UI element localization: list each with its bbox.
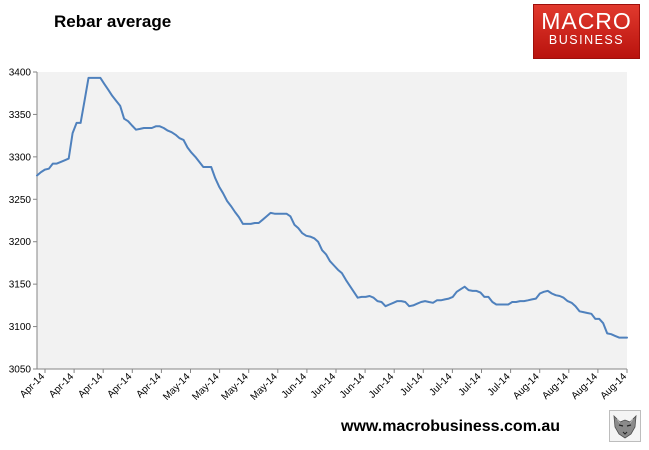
website-url: www.macrobusiness.com.au [341, 418, 561, 435]
x-tick-label: Jul-14 [398, 371, 425, 398]
x-tick-label: Apr-14 [47, 371, 76, 400]
logo-line-macro: MACRO [541, 8, 632, 34]
y-tick-label: 3250 [9, 195, 32, 206]
x-tick-label: Jul-14 [457, 371, 484, 398]
macrobusiness-logo: MACRO BUSINESS [533, 4, 640, 59]
x-tick-label: Apr-14 [76, 371, 105, 400]
wolf-logo-icon [609, 410, 641, 442]
x-tick-label: May-14 [249, 371, 281, 403]
y-tick-label: 3100 [9, 322, 32, 333]
y-tick-label: 3150 [9, 280, 32, 291]
x-tick-label: Apr-14 [105, 371, 134, 400]
logo-line-business: BUSINESS [548, 33, 625, 47]
x-tick-label: Jun-14 [338, 371, 368, 401]
x-tick-label: Aug-14 [569, 371, 600, 402]
series-line [36, 76, 628, 339]
x-tick-label: Jun-14 [280, 371, 310, 401]
x-tick-label: May-14 [161, 371, 193, 403]
x-tick-label: Aug-14 [540, 371, 571, 402]
x-tick-label: Jul-14 [427, 371, 454, 398]
x-tick-label: May-14 [190, 371, 222, 403]
x-tick-label: Apr-14 [135, 371, 164, 400]
x-tick-label: Jul-14 [486, 371, 513, 398]
x-tick-label: Aug-14 [599, 371, 630, 402]
x-tick-label: Jun-14 [367, 371, 397, 401]
y-tick-label: 3400 [9, 68, 32, 79]
y-tick-label: 3050 [9, 365, 32, 376]
chart-title: Rebar average [54, 12, 172, 31]
x-tick-label: Jun-14 [309, 371, 339, 401]
x-tick-label: May-14 [219, 371, 251, 403]
y-tick-label: 3200 [9, 237, 32, 248]
plot-area [37, 72, 627, 369]
y-tick-label: 3350 [9, 110, 32, 121]
y-tick-label: 3300 [9, 152, 32, 163]
x-tick-label: Aug-14 [511, 371, 542, 402]
